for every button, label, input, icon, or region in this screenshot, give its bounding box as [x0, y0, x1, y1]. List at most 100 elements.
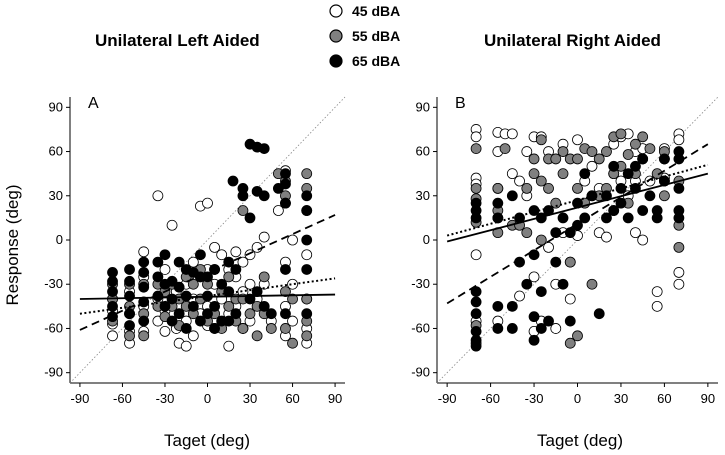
panel-a-point-65-dba — [280, 308, 291, 320]
panel-a-point-65-dba — [209, 323, 220, 334]
legend-marker-45 — [329, 4, 343, 18]
panel-a-point-55-dba — [244, 308, 256, 320]
panel-a-point-55-dba — [301, 168, 313, 180]
panel-b-x-tick-label: -90 — [438, 391, 457, 406]
panel-b-point-55-dba — [521, 183, 533, 194]
panel-b-point-45-dba — [514, 290, 525, 302]
panel-a-y-tick-label: 60 — [49, 144, 63, 159]
panel-a-point-45-dba — [216, 249, 228, 261]
panel-a-point-65-dba — [230, 264, 242, 275]
panel-a-point-65-dba — [187, 300, 199, 312]
panel-a-point-65-dba — [124, 320, 135, 331]
panel-b-y-tick-label: -60 — [411, 320, 430, 335]
panel-a-point-65-dba — [124, 290, 135, 302]
panel-b-point-65-dba — [543, 315, 554, 327]
panel-b-x-axis-label: Taget (deg) — [537, 431, 623, 450]
panel-a-point-55-dba — [301, 330, 313, 342]
panel-b-point-55-dba — [550, 153, 562, 165]
panel-a-point-65-dba — [166, 293, 178, 305]
panel-b-point-45-dba — [506, 168, 518, 180]
panel-b-point-65-dba — [637, 205, 649, 216]
panel-a-point-65-dba — [301, 205, 313, 216]
panel-a-point-65-dba — [138, 267, 150, 278]
panel-a-point-45-dba — [287, 234, 298, 246]
panel-a-point-45-dba — [107, 330, 118, 342]
panel-a-point-55-dba — [124, 330, 135, 342]
panel-a-point-65-dba — [301, 234, 313, 246]
panel-a-point-45-dba — [209, 241, 220, 253]
panel-b-point-65-dba — [492, 197, 504, 209]
panel-b-point-55-dba — [470, 183, 482, 194]
panel-a-point-65-dba — [124, 264, 135, 275]
panel-b-point-45-dba — [637, 234, 649, 246]
panel-a-point-65-dba — [237, 183, 249, 194]
panel-b-point-55-dba — [659, 190, 670, 202]
panel-b-point-65-dba — [470, 296, 482, 308]
panel-b-point-55-dba — [528, 153, 540, 165]
panel-a-y-tick-label: -60 — [44, 320, 63, 335]
panel-a-point-45-dba — [272, 205, 284, 216]
panel-a-point-55-dba — [287, 337, 298, 349]
panel-b-point-65-dba — [521, 278, 533, 290]
panel-a-point-45-dba — [237, 256, 249, 268]
panel-a-point-45-dba — [223, 340, 235, 352]
panel-a-point-65-dba — [138, 281, 150, 293]
panel-a-point-65-dba — [216, 278, 228, 290]
panel-b-point-65-dba — [492, 212, 504, 224]
panel-b-point-65-dba — [593, 308, 605, 320]
panel-a-point-55-dba — [280, 323, 291, 334]
panel-b-y-tick-label: -30 — [411, 276, 430, 291]
panel-b-point-65-dba — [622, 212, 634, 224]
panel-b-point-55-dba — [535, 134, 547, 146]
panel-a-point-55-dba — [287, 293, 298, 305]
panel-b-point-55-dba — [637, 131, 649, 143]
panel-b-point-65-dba — [608, 160, 620, 172]
panel-a-point-65-dba — [124, 275, 135, 287]
panel-b-point-65-dba — [535, 286, 547, 297]
legend-label-65: 65 dBA — [352, 53, 400, 69]
panel-b-point-65-dba — [528, 334, 540, 346]
panel-b-x-tick-label: 60 — [657, 391, 671, 406]
panel-b-point-65-dba — [492, 323, 504, 334]
panel-a-point-65-dba — [166, 315, 178, 327]
panel-b-point-65-dba — [550, 256, 562, 268]
panel-b-point-65-dba — [506, 300, 518, 312]
panel-a-point-65-dba — [258, 190, 270, 202]
legend-marker-65 — [329, 54, 343, 68]
panel-b-point-65-dba — [644, 190, 656, 202]
panel-b-y-tick-label: 0 — [423, 232, 430, 247]
panel-b-point-45-dba — [521, 146, 533, 157]
panel-a-point-45-dba — [258, 231, 270, 243]
panel-a-point-55-dba — [223, 300, 235, 312]
panel-b-point-55-dba — [572, 330, 583, 342]
panel-b-point-65-dba — [637, 153, 649, 165]
panel-a-point-45-dba — [202, 197, 213, 209]
panel-a-point-65-dba — [180, 323, 192, 334]
panel-b-point-45-dba — [586, 160, 598, 172]
panel-a-point-65-dba — [280, 197, 291, 209]
panel-b-fit-line-dashed — [446, 143, 709, 305]
panel-b-point-45-dba — [528, 271, 540, 283]
panel-a-plot: A Taget (deg) -90 -60 -30 0 30 60 90 -90 -60 -30 0… — [44, 95, 346, 450]
panel-b-point-55-dba — [564, 337, 576, 349]
panel-a-point-65-dba — [124, 308, 135, 320]
panel-a-point-65-dba — [152, 256, 164, 268]
panel-b-point-55-dba — [492, 183, 504, 194]
panel-a-x-tick-label: -90 — [71, 391, 90, 406]
panel-a-fit-line-solid — [79, 293, 336, 300]
panel-a-y-tick-label: -30 — [44, 276, 63, 291]
panel-a-point-65-dba — [258, 143, 270, 154]
panel-a-point-65-dba — [265, 308, 277, 320]
panel-b-point-55-dba — [593, 153, 605, 165]
legend-label-45: 45 dBA — [352, 3, 400, 19]
panel-b-point-45-dba — [564, 293, 576, 305]
panel-a-y-tick-label: 0 — [56, 232, 63, 247]
panel-a-point-65-dba — [173, 308, 185, 320]
y-axis-label: Response (deg) — [3, 185, 22, 306]
panel-a-point-65-dba — [159, 249, 171, 261]
legend-marker-55 — [329, 29, 343, 43]
panel-b-y-tick-label: 60 — [416, 144, 430, 159]
panel-b-point-55-dba — [601, 146, 612, 157]
panel-b-point-45-dba — [630, 227, 641, 239]
